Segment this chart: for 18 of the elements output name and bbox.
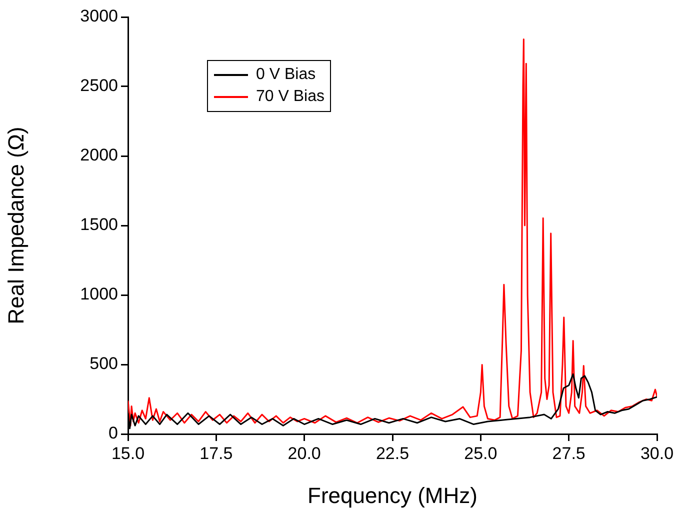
x-tick-label: 22.5 [376, 444, 410, 463]
y-tick-label: 3000 [80, 6, 118, 26]
x-tick-label: 17.5 [200, 444, 233, 463]
x-tick-label: 15.0 [111, 444, 145, 463]
x-axis-title: Frequency (MHz) [308, 482, 478, 508]
x-tick-label: 25.0 [464, 444, 498, 463]
x-tick-label: 30.0 [640, 444, 674, 463]
y-tick-label: 2000 [80, 146, 118, 165]
y-tick-label: 1000 [80, 284, 118, 304]
y-axis-title: Real Impedance (Ω) [3, 126, 28, 324]
x-tick-label: 20.0 [288, 444, 321, 463]
y-tick-label: 500 [90, 354, 118, 374]
y-tick-label: 1500 [80, 215, 118, 234]
x-tick-label: 27.5 [552, 444, 586, 463]
legend-label: 0 V Bias [256, 66, 316, 84]
y-tick-label: 2500 [80, 76, 118, 96]
y-tick-label: 0 [108, 424, 118, 443]
legend-label: 70 V Bias [256, 88, 324, 106]
